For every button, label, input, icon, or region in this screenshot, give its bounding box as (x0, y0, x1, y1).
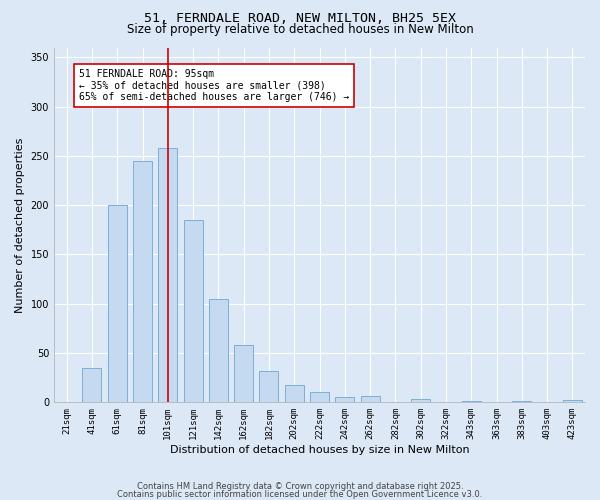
Bar (335, 398, 354, 402)
Bar (209, 299, 228, 403)
Bar (133, 161, 152, 402)
X-axis label: Distribution of detached houses by size in New Milton: Distribution of detached houses by size … (170, 445, 469, 455)
Text: 51 FERNDALE ROAD: 95sqm
← 35% of detached houses are smaller (398)
65% of semi-d: 51 FERNDALE ROAD: 95sqm ← 35% of detache… (79, 69, 350, 102)
Text: Size of property relative to detached houses in New Milton: Size of property relative to detached ho… (127, 22, 473, 36)
Bar (285, 384, 304, 402)
Text: 51, FERNDALE ROAD, NEW MILTON, BH25 5EX: 51, FERNDALE ROAD, NEW MILTON, BH25 5EX (144, 12, 456, 26)
Bar (184, 220, 203, 402)
Bar (82, 368, 101, 402)
Bar (158, 148, 177, 403)
Text: Contains public sector information licensed under the Open Government Licence v3: Contains public sector information licen… (118, 490, 482, 499)
Bar (108, 205, 127, 402)
Bar (411, 400, 430, 402)
Y-axis label: Number of detached properties: Number of detached properties (15, 137, 25, 312)
Bar (563, 400, 582, 402)
Bar (234, 345, 253, 403)
Bar (259, 371, 278, 402)
Bar (361, 396, 380, 402)
Bar (310, 392, 329, 402)
Text: Contains HM Land Registry data © Crown copyright and database right 2025.: Contains HM Land Registry data © Crown c… (137, 482, 463, 491)
